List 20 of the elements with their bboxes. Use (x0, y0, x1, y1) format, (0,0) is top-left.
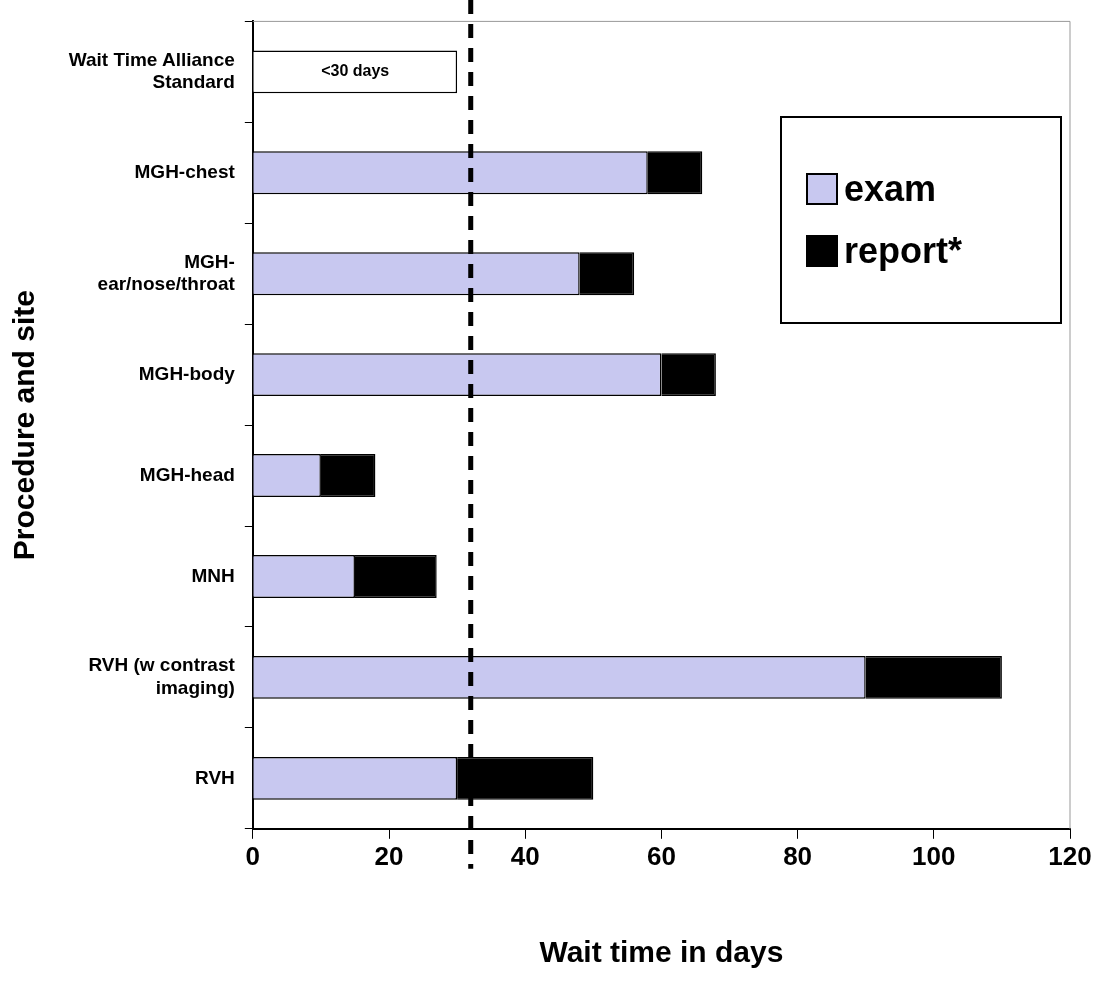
y-tick-label: RVH (195, 766, 235, 788)
x-tick-label: 120 (1048, 840, 1092, 871)
y-tick-label: MNH (191, 564, 235, 586)
legend-label: exam (844, 168, 937, 211)
x-tick-label: 60 (646, 840, 676, 871)
x-tick-label: 20 (374, 840, 404, 871)
data-label: <30 days (321, 62, 390, 80)
y-tick-label: MGH-ear/nose/throat (97, 250, 236, 295)
y-tick-label: MGH-body (138, 362, 236, 384)
x-tick-label: 80 (783, 840, 813, 871)
y-tick-label: Wait Time Alliance Standard (68, 48, 235, 93)
x-axis-title: Wait time in days (539, 935, 784, 969)
y-tick-label: MGH-head (139, 463, 235, 485)
x-tick-label: 100 (912, 840, 956, 871)
x-tick-label: 0 (245, 840, 261, 871)
y-tick-label: MGH-chest (134, 161, 236, 183)
x-tick-label: 40 (510, 840, 540, 871)
y-tick-label: RVH (w contrast imaging) (88, 654, 236, 699)
legend-label: report* (844, 230, 963, 273)
y-axis-title: Procedure and site (7, 290, 41, 561)
